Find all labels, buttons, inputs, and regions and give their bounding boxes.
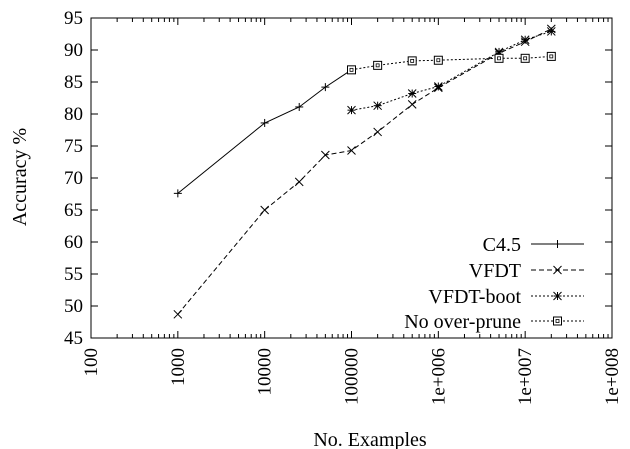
legend-item-c4-5: C4.5 xyxy=(483,234,584,256)
x-axis: 100 1000 10000 100000 1e+006 1e+007 1e+008 xyxy=(81,18,623,405)
data-point-no-over-prune xyxy=(520,53,530,63)
legend-marker xyxy=(553,240,562,248)
legend-item-vfdt: VFDT xyxy=(469,260,584,282)
marker-stroke xyxy=(520,35,530,45)
marker-stroke xyxy=(173,309,183,319)
data-point-vfdt xyxy=(407,100,417,109)
marker-stroke xyxy=(553,265,562,275)
marker-square xyxy=(553,316,562,326)
legend: C4.5 VFDT VFDT-boot No over-prune xyxy=(404,234,584,333)
marker-stroke xyxy=(546,27,556,36)
y-tick-label: 50 xyxy=(64,296,83,317)
marker-square xyxy=(373,60,383,70)
marker-square xyxy=(546,51,556,61)
y-tick-label: 55 xyxy=(64,264,83,285)
legend-label: No over-prune xyxy=(404,311,521,333)
series-c4-5 xyxy=(173,65,356,198)
marker-stroke xyxy=(294,177,304,187)
marker-square-inner xyxy=(555,319,560,323)
data-point-no-over-prune xyxy=(407,56,417,66)
data-point-vfdt-boot xyxy=(347,105,356,115)
x-tick-label: 1e+007 xyxy=(515,348,536,405)
data-point-vfdt xyxy=(260,205,270,215)
legend-label: VFDT-boot xyxy=(428,286,521,308)
marker-square-inner xyxy=(349,67,354,72)
series-layer xyxy=(173,24,556,319)
data-point-no-over-prune xyxy=(546,51,556,61)
x-tick-label: 1e+008 xyxy=(602,348,623,405)
data-point-vfdt-boot xyxy=(433,82,443,91)
y-tick-label: 80 xyxy=(64,104,83,125)
y-axis-title: Accuracy % xyxy=(9,128,31,226)
x-tick-label: 100 xyxy=(81,348,102,377)
data-point-vfdt xyxy=(347,146,356,155)
x-tick-label: 1000 xyxy=(168,348,189,386)
data-point-c4-5 xyxy=(260,118,269,127)
y-tick-label: 60 xyxy=(64,232,83,253)
marker-stroke xyxy=(407,89,417,98)
marker-square-inner xyxy=(410,58,415,63)
marker-stroke xyxy=(407,100,417,109)
marker-square xyxy=(433,55,443,65)
data-point-no-over-prune xyxy=(494,53,504,63)
marker-stroke xyxy=(433,82,443,91)
data-point-c4-5 xyxy=(295,102,304,111)
legend-marker xyxy=(553,291,562,301)
x-tick-label: 1e+006 xyxy=(428,348,449,405)
y-tick-label: 45 xyxy=(64,328,83,349)
data-point-vfdt xyxy=(294,177,304,187)
marker-stroke xyxy=(373,101,382,111)
legend-label: C4.5 xyxy=(483,234,521,256)
marker-stroke xyxy=(553,291,562,301)
marker-stroke xyxy=(260,205,270,215)
marker-square xyxy=(494,53,504,63)
marker-square-inner xyxy=(436,58,441,63)
y-axis: 45 50 55 60 65 70 75 80 85 90 95 xyxy=(64,8,612,349)
data-point-c4-5 xyxy=(321,83,330,92)
marker-square-inner xyxy=(497,56,501,61)
data-point-vfdt-boot xyxy=(407,89,417,98)
marker-square xyxy=(407,56,417,66)
y-tick-label: 85 xyxy=(64,72,83,93)
marker-square xyxy=(347,65,356,75)
x-tick-label: 10000 xyxy=(255,348,276,396)
data-point-vfdt xyxy=(321,150,330,160)
marker-stroke xyxy=(373,127,382,137)
marker-square xyxy=(520,53,530,63)
data-point-c4-5 xyxy=(173,189,182,198)
marker-square-inner xyxy=(375,63,380,68)
x-axis-title: No. Examples xyxy=(313,429,427,449)
y-tick-label: 90 xyxy=(64,40,83,61)
legend-item-no-over-prune: No over-prune xyxy=(404,311,584,333)
x-tick-label: 100000 xyxy=(342,348,363,405)
data-point-vfdt-boot xyxy=(546,27,556,36)
marker-stroke xyxy=(347,105,356,115)
data-point-vfdt-boot xyxy=(520,35,530,45)
y-tick-label: 95 xyxy=(64,8,83,29)
series-no-over-prune xyxy=(347,51,556,75)
legend-item-vfdt-boot: VFDT-boot xyxy=(428,286,584,308)
series-vfdt-boot xyxy=(347,27,556,115)
y-tick-label: 65 xyxy=(64,200,83,221)
marker-stroke xyxy=(321,150,330,160)
marker-square-inner xyxy=(549,54,554,59)
data-point-no-over-prune xyxy=(347,65,356,75)
legend-marker xyxy=(553,265,562,275)
data-point-vfdt-boot xyxy=(373,101,382,111)
data-point-no-over-prune xyxy=(433,55,443,65)
data-point-vfdt xyxy=(173,309,183,319)
data-point-vfdt xyxy=(373,127,382,137)
legend-marker xyxy=(553,316,562,326)
marker-square-inner xyxy=(523,56,528,61)
y-tick-label: 70 xyxy=(64,168,83,189)
data-point-no-over-prune xyxy=(373,60,383,70)
marker-stroke xyxy=(347,146,356,155)
legend-label: VFDT xyxy=(469,260,521,282)
y-tick-label: 75 xyxy=(64,136,83,157)
